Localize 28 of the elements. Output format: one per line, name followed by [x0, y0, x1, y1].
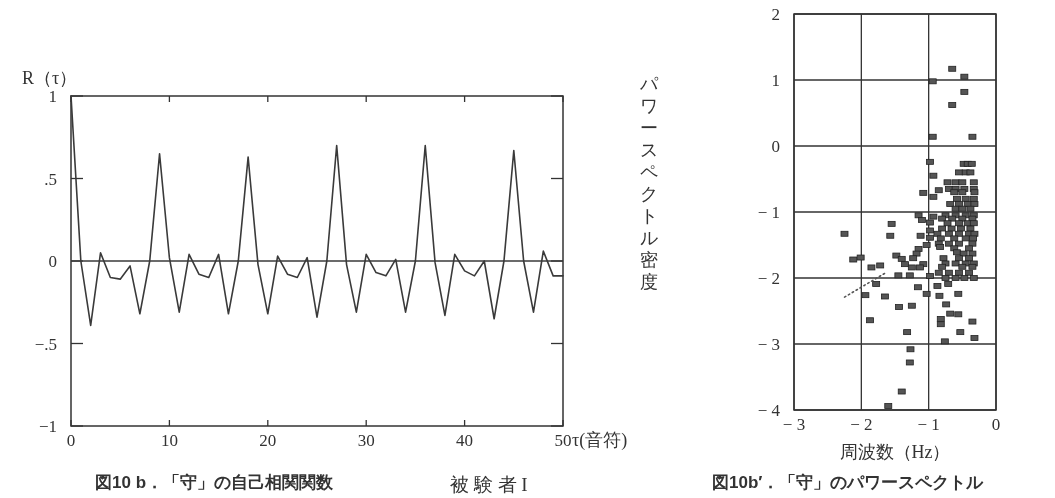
y-tick-label: − 4	[757, 401, 781, 420]
x-tick-label: 20	[259, 431, 277, 450]
text: 被 験 者 I	[450, 474, 528, 495]
x-tick-label: 30	[357, 431, 375, 450]
y-tick-label: − 1	[757, 203, 780, 222]
x-axis-title: τ(音符)	[572, 430, 628, 451]
x-tick-label: 10	[160, 431, 178, 450]
y-tick-label: −.5	[34, 334, 57, 354]
x-tick-label: 0	[66, 431, 76, 450]
y-tick-label: 1	[771, 71, 780, 90]
y-axis-title: R（τ）	[22, 68, 78, 88]
text: 図10 b．「守」の自己相関関数	[95, 473, 335, 492]
y-tick-label: 0	[771, 137, 780, 156]
y-tick-label: −1	[38, 417, 57, 436]
y-tick-label: − 3	[757, 335, 780, 354]
x-tick-label: − 2	[850, 415, 873, 434]
x-tick-label: 40	[456, 431, 474, 450]
y-tick-label: 0	[48, 252, 57, 271]
x-tick-label: − 1	[917, 415, 940, 434]
x-tick-label: 0	[991, 415, 1001, 434]
y-tick-label: − 2	[757, 269, 780, 288]
x-tick-label: 50	[554, 431, 572, 450]
text: パワースペクトル密度	[640, 74, 658, 292]
y-tick-label: 2	[771, 5, 780, 24]
y-tick-label: .5	[44, 169, 57, 189]
x-axis-title: 周波数（Hz）	[839, 442, 951, 462]
text: 図10b′．「守」のパワースペクトル	[712, 473, 985, 492]
y-tick-label: 1	[48, 87, 57, 106]
